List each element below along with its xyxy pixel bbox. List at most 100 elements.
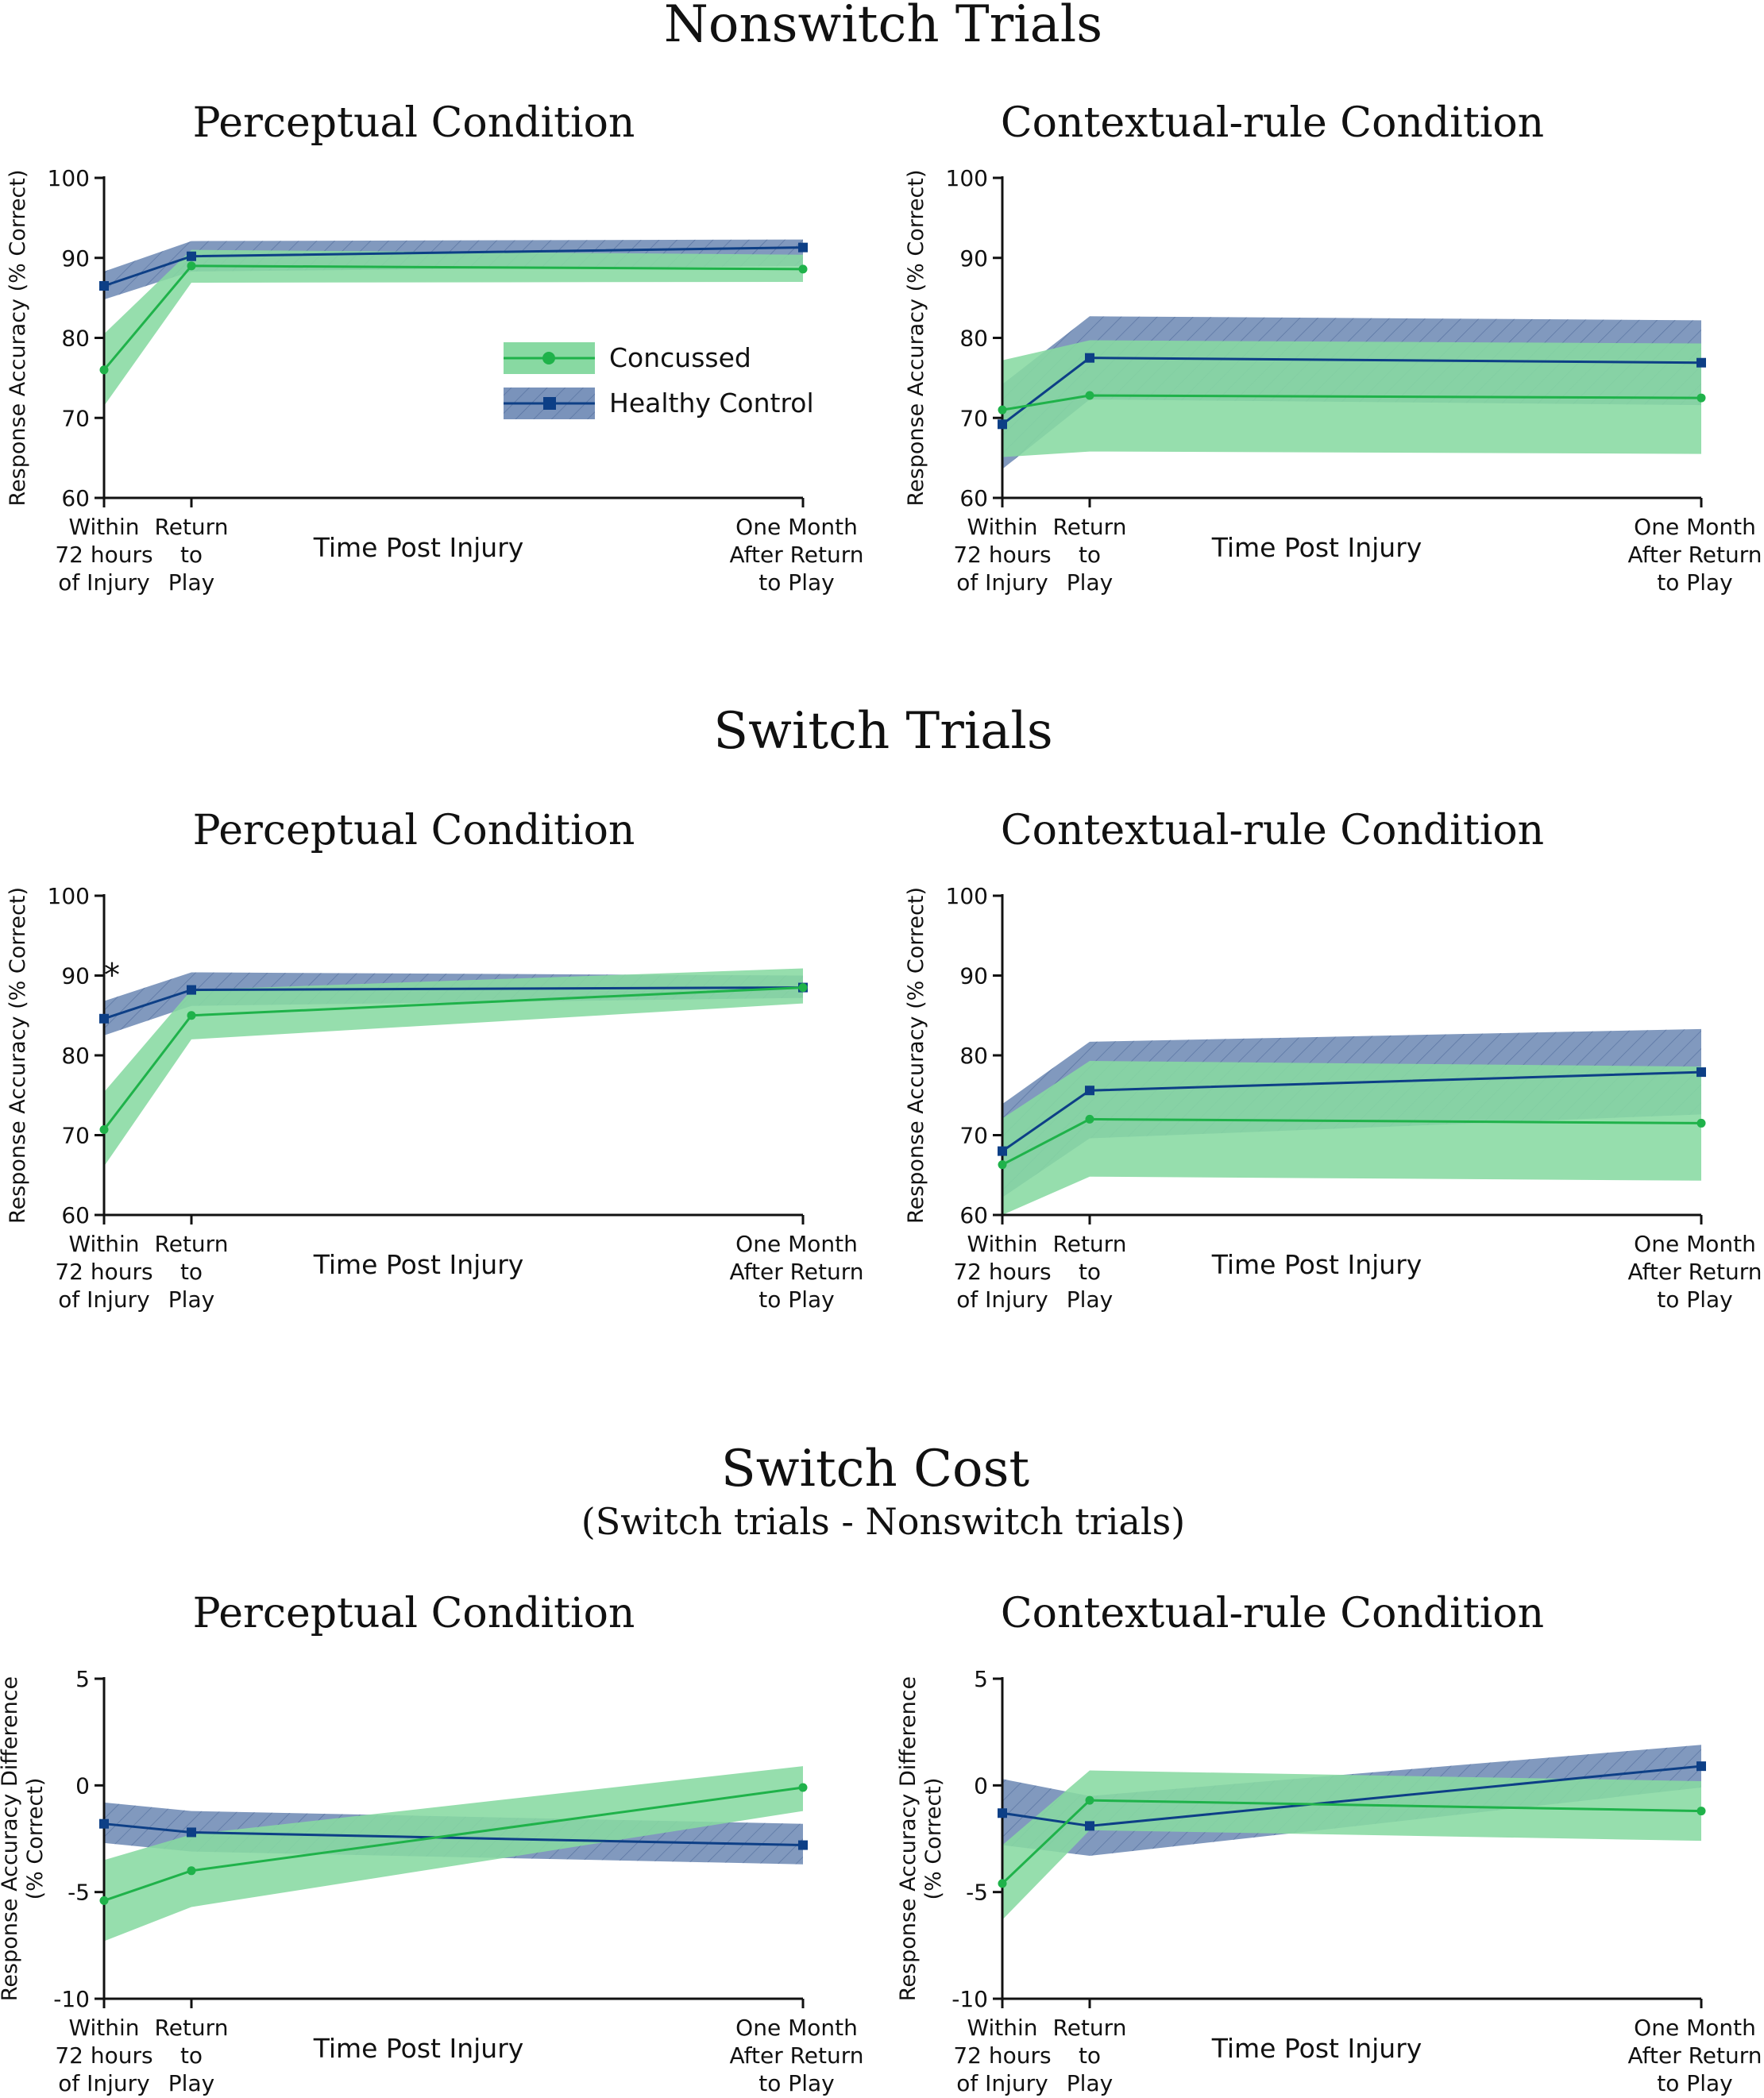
y-axis-label-units: (% Correct) (921, 1778, 946, 1900)
y-tick-label: 60 (959, 1202, 988, 1228)
x-tick-label: to (180, 1259, 203, 1285)
y-tick-label: 100 (48, 883, 90, 909)
concussed-data-point (1696, 1807, 1706, 1816)
legend-concussed-marker (542, 352, 555, 364)
control-data-point (99, 1818, 109, 1829)
control-data-point (99, 1013, 109, 1024)
y-tick-label: 100 (48, 165, 90, 191)
x-tick-label: of Injury (58, 2070, 150, 2096)
x-tick-label: of Injury (956, 2070, 1048, 2096)
y-tick-label: 80 (61, 326, 90, 352)
concussed-data-point (798, 983, 808, 993)
panel-title: Perceptual Condition (193, 99, 635, 147)
x-tick-label: After Return (1627, 542, 1762, 568)
y-tick-label: 5 (75, 1666, 90, 1692)
chart-panel-6: Contextual-rule Condition -10 -5 0 5 Within72… (896, 1590, 1762, 2096)
x-tick-label: After Return (729, 542, 863, 568)
y-tick-label: 90 (61, 245, 90, 272)
y-axis-label: Response Accuracy (% Correct) (904, 887, 928, 1224)
x-tick-label: After Return (729, 2042, 863, 2069)
panel-title: Perceptual Condition (193, 807, 635, 854)
x-tick-label: to (1079, 2042, 1101, 2069)
y-tick-label: 60 (959, 485, 988, 511)
y-axis-label: Response Accuracy (% Correct) (904, 170, 928, 507)
concussed-ci-band (1002, 340, 1701, 457)
x-tick-label: Return (155, 2015, 229, 2041)
y-tick-label: 70 (61, 405, 90, 431)
x-tick-label: of Injury (956, 1286, 1048, 1313)
legend-control-label: Healthy Control (609, 388, 814, 418)
legend-control-marker (543, 397, 556, 410)
x-axis-label: Time Post Injury (313, 2033, 524, 2064)
concussed-data-point (798, 264, 808, 274)
x-tick-label: 72 hours (55, 1259, 152, 1285)
control-data-point (187, 251, 196, 261)
x-tick-label: of Injury (58, 1286, 150, 1313)
x-axis-label: Time Post Injury (313, 1249, 524, 1280)
x-tick-label: 72 hours (953, 1259, 1051, 1285)
x-tick-label: to Play (758, 1286, 834, 1313)
y-tick-label: 80 (959, 326, 988, 352)
y-axis-label: Response Accuracy (% Correct) (6, 170, 30, 507)
x-tick-label: to (180, 542, 203, 568)
x-tick-label: Within (967, 1231, 1037, 1257)
x-axis-label: Time Post Injury (1211, 532, 1422, 563)
x-tick-label: of Injury (58, 569, 150, 596)
x-axis-label: Time Post Injury (1211, 1249, 1422, 1280)
y-tick-label: 70 (959, 405, 988, 431)
section-title-switch: Switch Trials (713, 702, 1052, 761)
concussed-data-point (998, 1879, 1007, 1888)
legend-concussed-label: Concussed (609, 342, 751, 373)
control-data-point (187, 1827, 196, 1838)
x-tick-label: One Month (1634, 2015, 1756, 2041)
control-data-point (99, 281, 109, 291)
x-tick-label: Play (1067, 569, 1113, 596)
significance-marker: * (104, 957, 120, 993)
y-tick-label: -10 (53, 1986, 90, 2012)
x-tick-label: Within (967, 2015, 1037, 2041)
y-tick-label: 60 (61, 1202, 90, 1228)
concussed-data-point (1085, 391, 1094, 400)
panel-title: Perceptual Condition (193, 1590, 635, 1637)
x-tick-label: to Play (1657, 569, 1732, 596)
control-data-point (1696, 357, 1706, 368)
x-tick-label: Return (1053, 1231, 1127, 1257)
concussed-data-point (99, 365, 109, 375)
control-data-point (998, 1808, 1007, 1818)
panel-title: Contextual-rule Condition (1001, 807, 1544, 854)
y-tick-label: 0 (75, 1772, 90, 1799)
y-tick-label: 100 (946, 165, 988, 191)
x-tick-label: 72 hours (953, 542, 1051, 568)
y-axis-label: Response Accuracy Difference (0, 1676, 22, 2001)
x-tick-label: One Month (1634, 1231, 1756, 1257)
y-tick-label: 80 (959, 1043, 988, 1069)
concussed-data-point (187, 1866, 196, 1876)
concussed-data-point (998, 405, 1007, 415)
control-data-point (1696, 1067, 1706, 1078)
section-title-switch-cost: Switch Cost (721, 1440, 1030, 1498)
control-data-point (798, 1840, 808, 1850)
x-tick-label: Within (68, 1231, 139, 1257)
concussed-data-point (998, 1160, 1007, 1170)
section-title-nonswitch: Nonswitch Trials (664, 0, 1102, 54)
y-tick-label: 90 (959, 963, 988, 989)
x-tick-label: Play (168, 569, 214, 596)
control-data-point (1085, 1821, 1094, 1831)
x-tick-label: Play (168, 2070, 214, 2096)
x-tick-label: to (1079, 1259, 1101, 1285)
control-data-point (187, 985, 196, 995)
y-tick-label: 90 (61, 963, 90, 989)
x-tick-label: Play (1067, 2070, 1113, 2096)
y-tick-label: 80 (61, 1043, 90, 1069)
x-tick-label: After Return (1627, 1259, 1762, 1285)
x-tick-label: to Play (758, 2070, 834, 2096)
y-tick-label: -5 (68, 1880, 90, 1906)
x-tick-label: After Return (729, 1259, 863, 1285)
x-tick-label: Within (68, 2015, 139, 2041)
x-tick-label: of Injury (956, 569, 1048, 596)
x-tick-label: Return (155, 1231, 229, 1257)
concussed-data-point (99, 1896, 109, 1905)
x-axis-label: Time Post Injury (313, 532, 524, 563)
x-tick-label: Play (168, 1286, 214, 1313)
